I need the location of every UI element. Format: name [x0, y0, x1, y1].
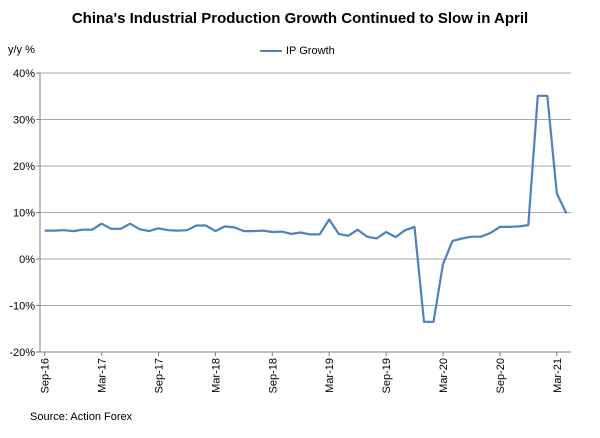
- x-tick-label: Mar-19: [324, 358, 336, 393]
- source-note: Source: Action Forex: [30, 411, 133, 423]
- chart-title: China's Industrial Production Growth Con…: [71, 10, 529, 27]
- x-tick-label: Mar-20: [438, 358, 450, 393]
- x-tick-label: Sep-20: [495, 358, 507, 393]
- y-tick-label: 40%: [13, 68, 35, 80]
- x-tick-label: Sep-16: [40, 358, 52, 393]
- x-tick-label: Sep-18: [267, 358, 279, 393]
- x-tick-label: Mar-17: [97, 358, 109, 393]
- y-tick-label: 30%: [13, 115, 35, 127]
- y-axis-unit-label: y/y %: [8, 44, 35, 56]
- x-tick-label: Mar-21: [552, 358, 564, 393]
- x-tick-label: Mar-18: [210, 358, 222, 393]
- x-tick-label: Sep-17: [154, 358, 166, 393]
- x-tick-label: Sep-19: [381, 358, 393, 393]
- y-tick-label: -10%: [9, 301, 35, 313]
- y-tick-label: 20%: [13, 161, 35, 173]
- y-tick-label: 0%: [19, 254, 35, 266]
- legend: IP Growth: [260, 45, 335, 57]
- series-line-ip-growth: [44, 94, 568, 323]
- legend-label: IP Growth: [286, 45, 335, 57]
- y-tick-label: 10%: [13, 208, 35, 220]
- y-tick-label: -20%: [9, 347, 35, 359]
- legend-swatch: [260, 49, 282, 53]
